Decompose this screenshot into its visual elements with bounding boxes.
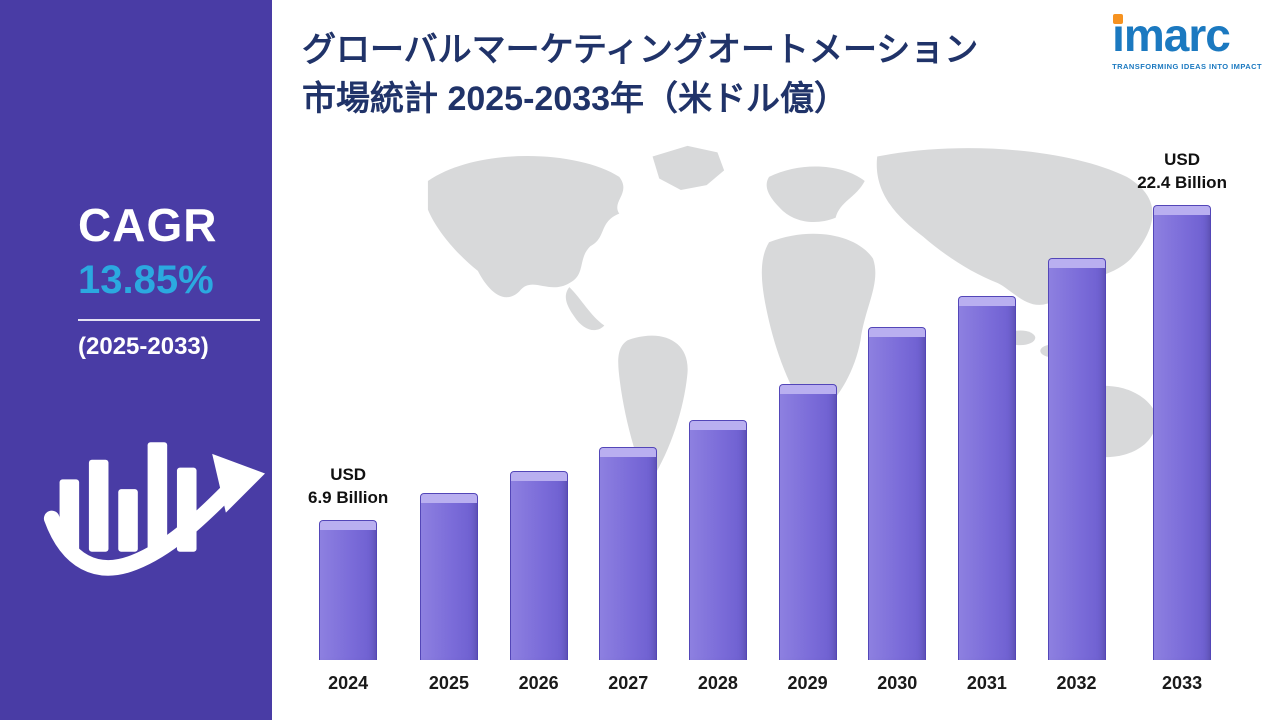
bar bbox=[868, 327, 927, 660]
bar-value-label: USD 6.9 Billion bbox=[308, 465, 389, 508]
bar-group: 2029 bbox=[778, 384, 837, 702]
x-axis-label: 2025 bbox=[428, 673, 469, 693]
x-axis-label: 2024 bbox=[328, 673, 369, 693]
imarc-logo: imarc TRANSFORMING IDEAS INTO IMPACT bbox=[1112, 12, 1262, 71]
x-axis-label: 2029 bbox=[787, 673, 828, 693]
bar bbox=[688, 420, 747, 660]
bar bbox=[1153, 205, 1212, 660]
bar bbox=[419, 493, 478, 660]
bar-group: USD 6.9 Billion 2024 bbox=[308, 464, 388, 702]
bar bbox=[957, 296, 1016, 660]
x-axis-label: 2030 bbox=[877, 673, 918, 693]
x-axis-label: 2028 bbox=[697, 673, 738, 693]
x-axis-label: 2031 bbox=[966, 673, 1007, 693]
bar-value-label: USD 22.4 Billion bbox=[1137, 150, 1227, 193]
bar bbox=[778, 384, 837, 660]
bar-group: 2025 bbox=[419, 493, 478, 702]
x-axis-label: 2026 bbox=[518, 673, 559, 693]
bar bbox=[1047, 258, 1106, 660]
bar-chart: USD 6.9 Billion 2024 2025 2026 2027 2028 2029 20… bbox=[300, 120, 1235, 702]
divider bbox=[78, 319, 260, 321]
x-axis-label: 2033 bbox=[1162, 673, 1203, 693]
bar-group: 2027 bbox=[599, 447, 658, 702]
growth-chart-icon bbox=[40, 403, 265, 594]
logo-wordmark: imarc bbox=[1112, 12, 1262, 58]
bar bbox=[599, 447, 658, 660]
cagr-period: (2025-2033) bbox=[78, 333, 209, 360]
logo-tagline: TRANSFORMING IDEAS INTO IMPACT bbox=[1112, 62, 1262, 71]
cagr-value: 13.85% bbox=[78, 258, 214, 302]
title-line1: グローバルマーケティングオートメーション bbox=[302, 31, 979, 69]
logo-rest-letters: marc bbox=[1123, 9, 1231, 61]
logo-i-letter: i bbox=[1112, 9, 1125, 61]
bar-group: 2032 bbox=[1047, 258, 1106, 702]
x-axis-label: 2027 bbox=[608, 673, 649, 693]
bar bbox=[319, 520, 378, 660]
cagr-label: CAGR bbox=[78, 199, 218, 251]
bar-group: 2031 bbox=[957, 296, 1016, 702]
sidebar: CAGR 13.85% (2025-2033) bbox=[0, 0, 272, 720]
bar-group: 2028 bbox=[688, 420, 747, 702]
x-axis-label: 2032 bbox=[1056, 673, 1097, 693]
page-title: グローバルマーケティングオートメーション 市場統計 2025-2033年（米ドル… bbox=[302, 26, 1072, 125]
title-line2: 市場統計 2025-2033年（米ドル億） bbox=[302, 80, 849, 119]
bar bbox=[509, 471, 568, 660]
bar-group: 2030 bbox=[868, 327, 927, 702]
bar-group: USD 22.4 Billion 2033 bbox=[1137, 149, 1227, 702]
bar-group: 2026 bbox=[509, 471, 568, 702]
